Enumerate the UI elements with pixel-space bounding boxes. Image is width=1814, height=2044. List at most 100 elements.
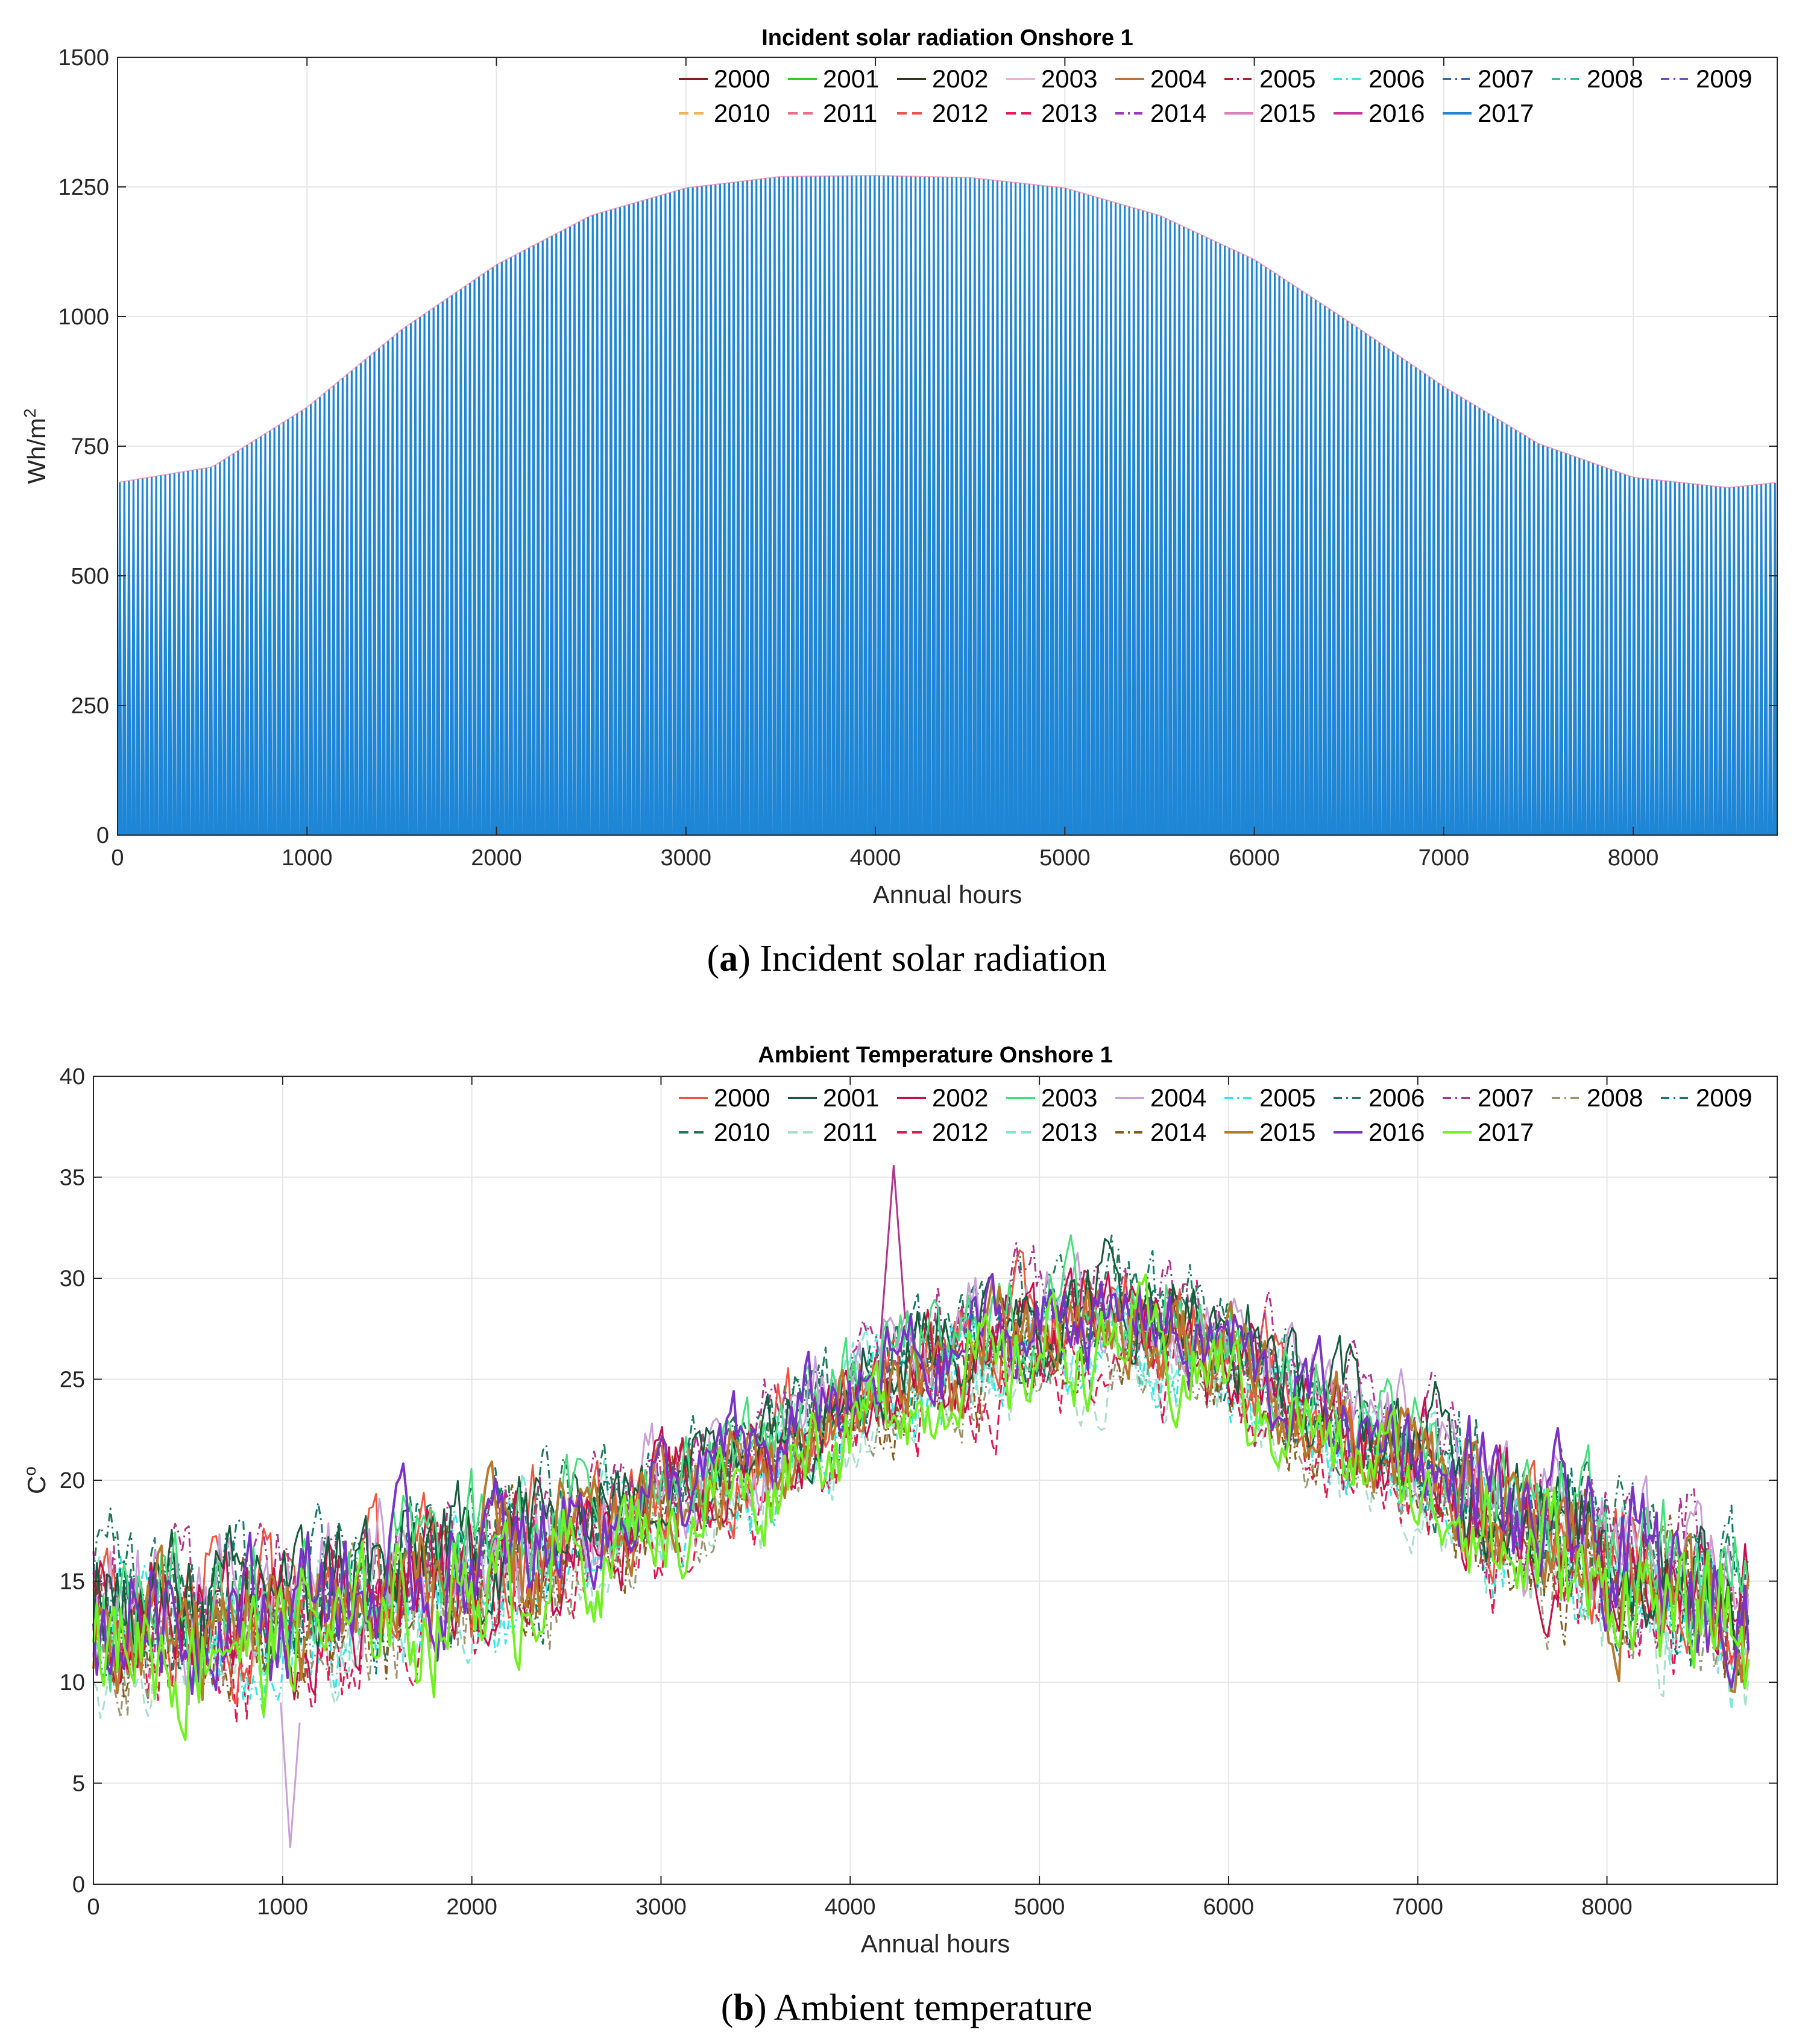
- x-tick-label: 4000: [825, 1894, 876, 1920]
- legend-label: 2014: [1150, 99, 1206, 127]
- legend: 2000 2001 2002 2003 2004 2005 2006 2007 2008 2009…: [679, 1084, 1752, 1146]
- legend-label: 2003: [1041, 1084, 1097, 1112]
- legend-item-2011: 2011: [788, 1118, 877, 1146]
- caption-label: a: [719, 938, 738, 979]
- x-tick-label: 6000: [1229, 845, 1280, 871]
- legend-label: 2013: [1041, 99, 1097, 127]
- legend-label: 2015: [1259, 99, 1315, 127]
- legend-label: 2004: [1150, 1084, 1206, 1112]
- legend-label: 2005: [1259, 1084, 1315, 1112]
- y-tick-label: 20: [60, 1468, 85, 1494]
- legend-item-2014: 2014: [1115, 1118, 1206, 1146]
- legend-label: 2011: [823, 99, 877, 127]
- legend-item-2012: 2012: [897, 99, 988, 127]
- legend-item-2017: 2017: [1443, 1118, 1534, 1146]
- caption-paren-open: (: [721, 1987, 734, 2028]
- legend-label: 2002: [932, 65, 988, 93]
- legend-label: 2016: [1368, 99, 1425, 127]
- legend-item-2014: 2014: [1115, 99, 1206, 127]
- x-tick-label: 7000: [1419, 845, 1470, 871]
- legend-label: 2003: [1041, 65, 1097, 93]
- legend-label: 2010: [714, 1118, 770, 1146]
- chart-title: Incident solar radiation Onshore 1: [761, 25, 1133, 51]
- x-tick-label: 6000: [1203, 1894, 1255, 1920]
- legend-item-2012: 2012: [897, 1118, 988, 1146]
- legend-item-2001: 2001: [788, 65, 879, 93]
- legend-item-2005: 2005: [1224, 1084, 1315, 1112]
- caption-paren-close: ): [754, 1987, 774, 2028]
- y-axis-label: Co: [20, 1466, 51, 1494]
- legend-item-2006: 2006: [1334, 65, 1425, 93]
- legend-label: 2005: [1259, 65, 1315, 93]
- y-tick-label: 1250: [58, 175, 109, 200]
- y-axis-label-superscript: o: [20, 1466, 39, 1476]
- ticks: 0 1000 2000 3000 4000 5000 6000 7000 8000 0 5 10 15 2…: [60, 1064, 1777, 1920]
- y-tick-label: 25: [60, 1367, 85, 1393]
- legend-label: 2012: [932, 1118, 988, 1146]
- legend-label: 2007: [1478, 1084, 1534, 1112]
- x-tick-label: 1000: [257, 1894, 309, 1920]
- legend-label: 2017: [1478, 99, 1534, 127]
- x-tick-label: 8000: [1581, 1894, 1633, 1920]
- ticks: 0 1000 2000 3000 4000 5000 6000 7000 8000 0 250 500…: [58, 45, 1777, 871]
- y-axis-label: Wh/m2: [20, 408, 51, 484]
- series-2007-peak-spike: [879, 1165, 906, 1339]
- x-tick-label: 5000: [1014, 1894, 1065, 1920]
- legend-label: 2004: [1150, 65, 1206, 93]
- legend-label: 2012: [932, 99, 988, 127]
- legend-label: 2007: [1478, 65, 1534, 93]
- legend-label: 2009: [1696, 1084, 1752, 1112]
- legend-item-2007: 2007: [1443, 65, 1534, 93]
- y-tick-label: 750: [71, 434, 109, 459]
- x-tick-label: 3000: [635, 1894, 687, 1920]
- y-axis-label-superscript: 2: [20, 408, 39, 418]
- legend-label: 2015: [1259, 1118, 1315, 1146]
- series-2013: [92, 1284, 1749, 1712]
- legend-item-2010: 2010: [679, 99, 770, 127]
- x-axis-label: Annual hours: [873, 880, 1022, 909]
- legend-item-2009: 2009: [1661, 1084, 1752, 1112]
- x-tick-label: 3000: [661, 845, 712, 871]
- legend-label: 2006: [1368, 65, 1425, 93]
- x-axis-label: Annual hours: [861, 1929, 1010, 1958]
- y-tick-label: 40: [60, 1064, 85, 1090]
- figure-caption: (b) Ambient temperature: [721, 1987, 1092, 2028]
- caption-paren-open: (: [707, 938, 720, 979]
- y-tick-label: 15: [60, 1569, 85, 1595]
- legend-label: 2008: [1587, 1084, 1643, 1112]
- legend-item-2009: 2009: [1661, 65, 1752, 93]
- legend-label: 2010: [714, 99, 770, 127]
- y-tick-label: 0: [96, 823, 109, 848]
- x-tick-label: 4000: [850, 845, 901, 871]
- legend-label: 2001: [823, 1084, 879, 1112]
- x-tick-label: 1000: [282, 845, 333, 871]
- legend-item-2016: 2016: [1334, 1118, 1425, 1146]
- y-tick-label: 30: [60, 1266, 85, 1292]
- legend-item-2000: 2000: [679, 65, 770, 93]
- legend-item-2007: 2007: [1443, 1084, 1534, 1112]
- legend-label: 2000: [714, 1084, 770, 1112]
- legend-item-2002: 2002: [897, 1084, 988, 1112]
- y-tick-label: 500: [71, 564, 109, 589]
- legend: 2000 2001 2002 2003 2004 2005 2006 2007 2008 2009…: [679, 65, 1752, 127]
- legend-item-2002: 2002: [897, 65, 988, 93]
- legend-item-2017: 2017: [1443, 99, 1534, 127]
- y-axis-label-text: Wh/m: [22, 418, 51, 484]
- x-tick-label: 8000: [1608, 845, 1659, 871]
- x-tick-label: 0: [111, 845, 124, 871]
- series-2017: [92, 1273, 1750, 1741]
- data-series: [118, 175, 1777, 836]
- series-2004-min-spike: [280, 1702, 301, 1848]
- legend-item-2003: 2003: [1006, 65, 1097, 93]
- legend-label: 2011: [823, 1118, 877, 1146]
- chart-panel-ambient-temperature: 0 1000 2000 3000 4000 5000 6000 7000 8000 0 5 10 15 2…: [20, 1043, 1778, 2028]
- x-tick-label: 5000: [1039, 845, 1091, 871]
- legend-label: 2013: [1041, 1118, 1097, 1146]
- x-tick-label: 7000: [1392, 1894, 1443, 1920]
- legend-item-2013: 2013: [1006, 1118, 1097, 1146]
- legend-label: 2006: [1368, 1084, 1425, 1112]
- chart-title: Ambient Temperature Onshore 1: [758, 1043, 1112, 1068]
- legend-item-2008: 2008: [1552, 1084, 1643, 1112]
- legend-item-2001: 2001: [788, 1084, 879, 1112]
